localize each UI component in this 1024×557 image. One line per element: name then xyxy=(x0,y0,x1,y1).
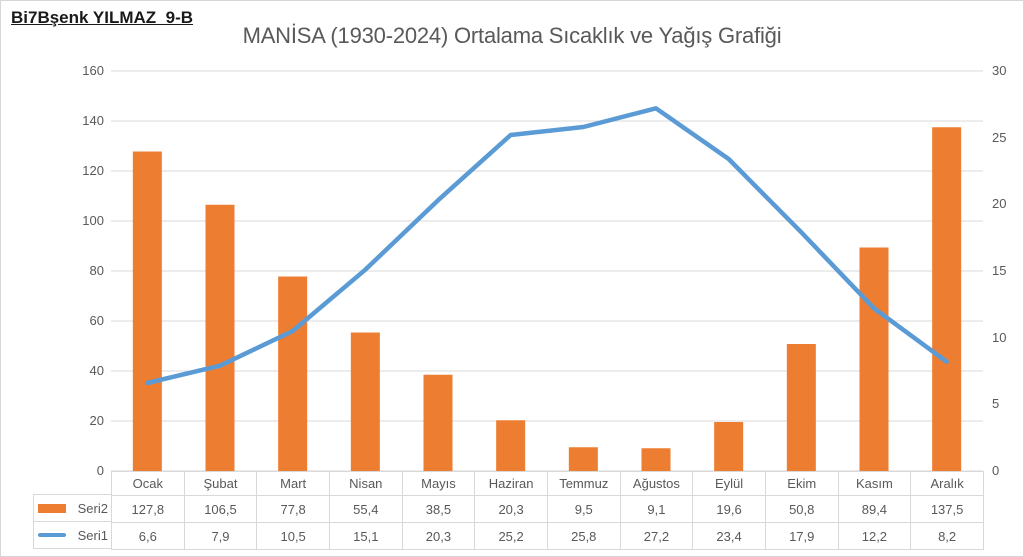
legend-swatch-line-icon xyxy=(38,533,66,537)
left-axis-tick-80: 80 xyxy=(89,263,104,278)
data-table: Ocak Şubat Mart Nisan Mayıs Haziran Temmuz Ağus… xyxy=(111,471,984,550)
value-Seri2-Eylül: 19,6 xyxy=(692,495,766,523)
month-header-Temmuz: Temmuz xyxy=(546,471,621,496)
right-axis-tick-0: 0 xyxy=(992,463,1000,478)
bar-Ekim[interactable] xyxy=(786,344,816,471)
value-Seri1-Şubat: 7,9 xyxy=(183,522,258,550)
value-Seri1-Ekim: 17,9 xyxy=(764,522,839,550)
month-header-Haziran: Haziran xyxy=(474,471,548,496)
bar-Kasım[interactable] xyxy=(859,247,889,472)
right-axis-tick-5: 5 xyxy=(992,396,1000,412)
bar-Ocak[interactable] xyxy=(132,151,162,472)
value-Seri1-Eylül: 23,4 xyxy=(692,522,766,550)
left-axis-tick-40: 40 xyxy=(89,363,104,378)
month-header-Aralık: Aralık xyxy=(910,471,984,496)
bar-Şubat[interactable] xyxy=(205,204,235,471)
value-Seri1-Haziran: 25,2 xyxy=(474,522,548,550)
bar-Mart[interactable] xyxy=(278,276,308,472)
bar-Haziran[interactable] xyxy=(496,420,526,471)
legend-item-Seri2[interactable]: Seri2 xyxy=(35,500,111,516)
left-axis-tick-0: 0 xyxy=(96,463,104,478)
month-header-Nisan: Nisan xyxy=(328,471,403,496)
month-header-Eylül: Eylül xyxy=(692,471,766,496)
right-axis-tick-10: 10 xyxy=(992,329,1007,345)
month-header-Mayıs: Mayıs xyxy=(401,471,476,496)
table-row-Seri2: 127,8 106,5 77,8 55,4 38,5 20,3 9,5 9,1 19,6 50,8… xyxy=(111,495,984,523)
value-Seri1-Mayıs: 20,3 xyxy=(401,522,476,550)
month-header-Şubat: Şubat xyxy=(183,471,258,496)
value-Seri1-Ağustos: 27,2 xyxy=(619,522,694,550)
value-Seri2-Ocak: 127,8 xyxy=(111,495,185,523)
legend-label-Seri1: Seri1 xyxy=(77,527,108,543)
right-axis-tick-30: 30 xyxy=(992,63,1007,78)
left-axis-tick-20: 20 xyxy=(89,413,104,428)
legend-swatch-bar-icon xyxy=(38,503,66,513)
student-name-label: Bi7Bşenk YILMAZ 9-B xyxy=(11,8,194,27)
value-Seri1-Kasım: 12,2 xyxy=(837,522,912,550)
value-Seri2-Aralık: 137,5 xyxy=(910,495,984,523)
month-header-Ocak: Ocak xyxy=(111,471,185,496)
month-header-Mart: Mart xyxy=(256,471,330,496)
legend-item-Seri1[interactable]: Seri1 xyxy=(35,527,111,543)
value-Seri1-Ocak: 6,6 xyxy=(111,522,185,550)
month-header-Kasım: Kasım xyxy=(837,471,912,496)
value-Seri1-Aralık: 8,2 xyxy=(910,522,984,550)
value-Seri2-Mayıs: 38,5 xyxy=(401,495,476,523)
left-axis-tick-140: 140 xyxy=(82,113,104,128)
bar-Nisan[interactable] xyxy=(350,332,380,472)
value-Seri1-Nisan: 15,1 xyxy=(328,522,403,550)
month-header-Ağustos: Ağustos xyxy=(619,471,694,496)
value-Seri2-Nisan: 55,4 xyxy=(328,495,403,523)
table-row-Seri1: 6,6 7,9 10,5 15,1 20,3 25,2 25,8 27,2 23,4 17,9 12… xyxy=(111,522,984,550)
right-axis-tick-20: 20 xyxy=(992,196,1007,212)
value-Seri2-Şubat: 106,5 xyxy=(183,495,258,523)
chart-title[interactable]: MANİSA (1930-2024) Ortalama Sıcaklık ve … xyxy=(242,23,782,48)
table-header-row: Ocak Şubat Mart Nisan Mayıs Haziran Temmuz Ağus… xyxy=(111,471,984,496)
right-axis-tick-15: 15 xyxy=(992,263,1007,278)
left-axis-tick-120: 120 xyxy=(82,163,104,178)
bar-Ağustos[interactable] xyxy=(641,448,671,471)
value-Seri1-Mart: 10,5 xyxy=(256,522,330,550)
left-axis-tick-160: 160 xyxy=(82,63,104,78)
value-Seri2-Haziran: 20,3 xyxy=(474,495,548,523)
value-Seri2-Ekim: 50,8 xyxy=(764,495,839,523)
value-Seri1-Temmuz: 25,8 xyxy=(546,522,621,550)
left-axis-tick-60: 60 xyxy=(89,313,104,328)
right-axis-tick-25: 25 xyxy=(992,129,1007,145)
bar-Eylül[interactable] xyxy=(714,422,744,471)
value-Seri2-Ağustos: 9,1 xyxy=(619,495,694,523)
bar-Aralık[interactable] xyxy=(932,127,962,471)
line-series-Seri1[interactable] xyxy=(145,106,949,386)
left-axis-tick-100: 100 xyxy=(82,213,104,228)
legend-label-Seri2: Seri2 xyxy=(77,500,108,516)
value-Seri2-Temmuz: 9,5 xyxy=(546,495,621,523)
bar-Temmuz[interactable] xyxy=(568,447,598,471)
legend: Seri2 Seri1 xyxy=(33,494,112,549)
value-Seri2-Kasım: 89,4 xyxy=(837,495,912,523)
month-header-Ekim: Ekim xyxy=(764,471,839,496)
bar-Mayıs[interactable] xyxy=(423,374,453,471)
value-Seri2-Mart: 77,8 xyxy=(256,495,330,523)
